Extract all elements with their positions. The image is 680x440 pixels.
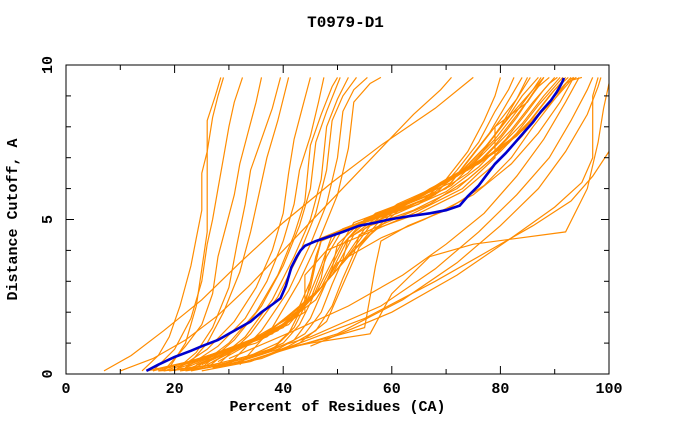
model-line bbox=[141, 77, 225, 372]
model-line bbox=[152, 77, 244, 372]
x-tick-label: 80 bbox=[491, 381, 509, 398]
model-line bbox=[190, 77, 564, 372]
model-line bbox=[310, 77, 599, 347]
model-line bbox=[217, 77, 357, 366]
model-line bbox=[201, 77, 341, 369]
model-line bbox=[120, 77, 452, 372]
x-tick-label: 20 bbox=[166, 381, 184, 398]
x-tick-label: 40 bbox=[274, 381, 292, 398]
model-line bbox=[228, 77, 580, 360]
chart-title: T0979-D1 bbox=[307, 14, 384, 32]
model-line bbox=[174, 77, 311, 372]
model-line bbox=[201, 77, 567, 372]
x-tick-label: 100 bbox=[595, 381, 622, 398]
model-line bbox=[185, 77, 290, 369]
model-line bbox=[190, 77, 561, 369]
model-line bbox=[163, 77, 531, 372]
model-line bbox=[179, 77, 556, 372]
model-line bbox=[239, 76, 382, 366]
y-tick-label: 5 bbox=[40, 215, 57, 224]
model-line bbox=[174, 77, 282, 372]
y-axis-label: Distance Cutoff, A bbox=[5, 138, 22, 300]
y-tick-label: 10 bbox=[40, 56, 57, 74]
model-line bbox=[206, 77, 349, 369]
x-tick-label: 60 bbox=[383, 381, 401, 398]
model-line bbox=[185, 76, 574, 372]
x-axis-label: Percent of Residues (CA) bbox=[229, 399, 445, 416]
model-line bbox=[228, 77, 594, 363]
highlighted-model-line bbox=[145, 77, 566, 373]
model-line bbox=[103, 76, 474, 372]
model-line bbox=[228, 76, 368, 366]
model-line bbox=[168, 77, 222, 369]
x-tick-label: 0 bbox=[61, 381, 70, 398]
y-tick-label: 0 bbox=[40, 369, 57, 378]
model-line bbox=[169, 77, 545, 372]
model-line bbox=[250, 83, 610, 357]
model-line bbox=[195, 77, 339, 369]
model-line bbox=[163, 77, 542, 372]
